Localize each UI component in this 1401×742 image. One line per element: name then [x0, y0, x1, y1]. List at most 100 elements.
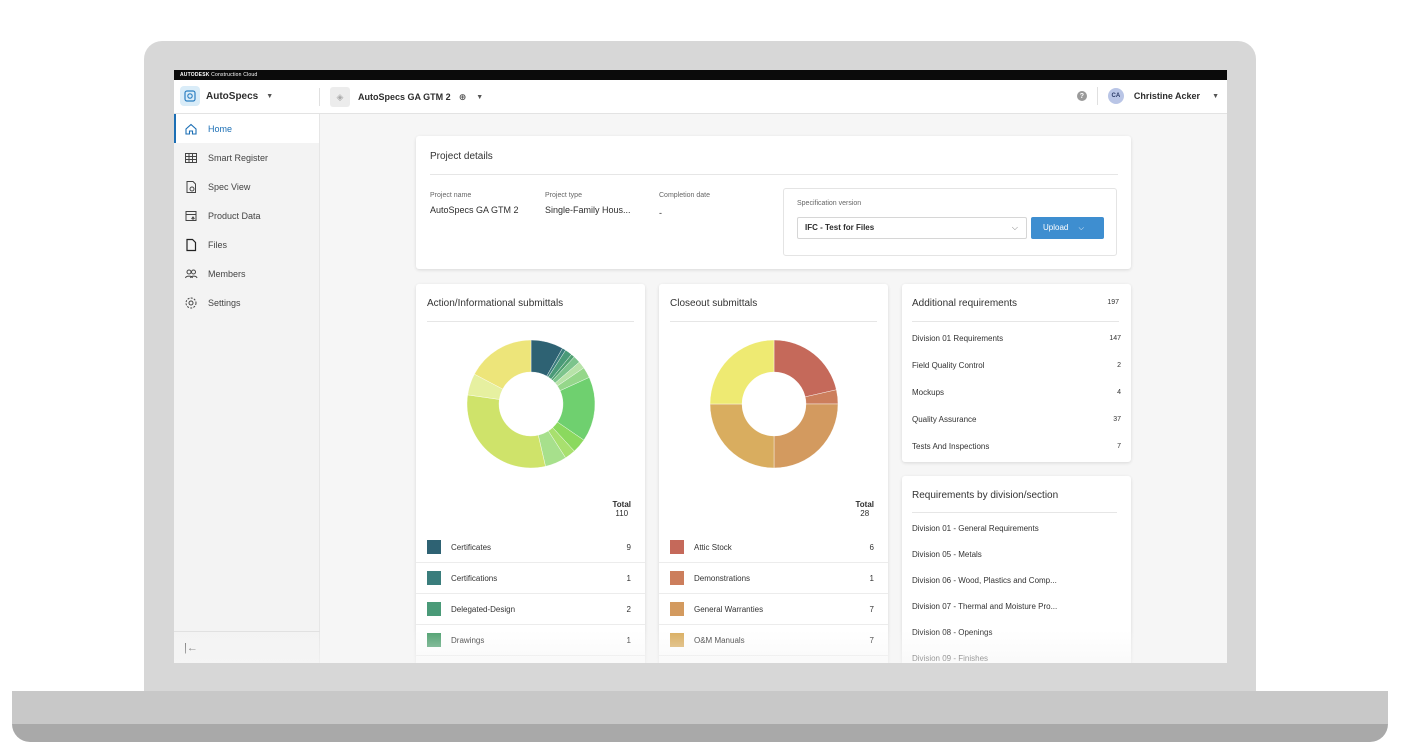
donut-slice-attic-stock[interactable]	[773, 339, 837, 398]
sidebar-item-smart-register[interactable]: Smart Register	[174, 143, 319, 172]
legend-item[interactable]: Drawings 1	[416, 625, 645, 656]
project-name: AutoSpecs GA GTM 2	[358, 92, 451, 102]
sidebar-item-product-data[interactable]: Product Data	[174, 201, 319, 230]
list-item-label: Quality Assurance	[912, 415, 977, 424]
chevron-down-icon[interactable]: ▼	[1212, 92, 1219, 100]
sidebar-item-label: Home	[208, 123, 233, 134]
legend-item[interactable]: Demonstrations 1	[659, 563, 888, 594]
brand-logo-light: Construction Cloud	[211, 72, 258, 78]
sidebar-item-settings[interactable]: Settings	[174, 288, 319, 317]
list-item[interactable]: Field Quality Control 2	[912, 352, 1121, 379]
project-details-title: Project details	[430, 151, 493, 162]
legend-count: 9	[626, 542, 631, 552]
legend-label: Delegated-Design	[451, 604, 516, 614]
legend-swatch	[427, 602, 441, 616]
donut-slice-other[interactable]	[709, 339, 775, 405]
topbar-divider	[319, 88, 320, 106]
list-item[interactable]: Tests And Inspections 7	[912, 433, 1121, 460]
legend-swatch	[670, 540, 684, 554]
project-switcher[interactable]: ◈ AutoSpecs GA GTM 2 ⊕ ▼	[330, 87, 483, 107]
collapse-sidebar-button[interactable]: |←	[174, 631, 320, 663]
topbar-separator	[1096, 87, 1098, 105]
upload-button[interactable]: Upload ⌵	[1031, 217, 1104, 239]
app-switcher[interactable]: AutoSpecs ▼	[180, 86, 273, 106]
legend-item[interactable]: General Warranties 7	[659, 594, 888, 625]
donut-slice-other-8[interactable]	[466, 394, 546, 469]
specification-version-select[interactable]: IFC - Test for Files ⌵	[797, 217, 1027, 239]
legend-item[interactable]: Delegated-Design 2	[416, 594, 645, 625]
donut-slice-general-warranties[interactable]	[773, 403, 839, 469]
laptop-base-edge	[12, 724, 1388, 742]
list-item-label: Division 01 Requirements	[912, 334, 1004, 343]
app-screen: AUTODESK Construction Cloud AutoSpecs ▼ …	[174, 70, 1227, 663]
total-label: Total	[612, 500, 631, 509]
legend-item[interactable]: O&M Manuals 7	[659, 625, 888, 656]
list-item[interactable]: Division 01 Requirements 147	[912, 325, 1121, 352]
action-submittals-title: Action/Informational submittals	[427, 298, 564, 309]
list-item[interactable]: Mockups 4	[912, 379, 1121, 406]
legend-label: Attic Stock	[694, 542, 732, 552]
requirements-by-division-card: Requirements by division/section Divisio…	[902, 476, 1131, 663]
list-item-count: 4	[1117, 389, 1121, 396]
autospecs-icon	[180, 86, 200, 106]
requirements-by-division-list: Division 01 - General Requirements Divis…	[912, 515, 1121, 663]
brand-logo-bold: AUTODESK	[180, 72, 210, 78]
divider	[912, 321, 1119, 322]
sidebar-item-files[interactable]: Files	[174, 230, 319, 259]
legend-count: 1	[869, 573, 874, 583]
sidebar-item-home[interactable]: Home	[174, 114, 319, 143]
legend-swatch	[427, 540, 441, 554]
project-type-label: Project type	[545, 192, 582, 199]
closeout-submittals-legend: Attic Stock 6 Demonstrations 1 General W…	[659, 532, 888, 656]
legend-count: 6	[869, 542, 874, 552]
sidebar-item-label: Files	[208, 239, 228, 250]
legend-label: Certificates	[451, 542, 492, 552]
sidebar-item-spec-view[interactable]: Spec View	[174, 172, 319, 201]
avatar[interactable]: CA	[1107, 88, 1124, 104]
list-item[interactable]: Quality Assurance 37	[912, 406, 1121, 433]
help-icon[interactable]: ?	[1076, 91, 1087, 101]
list-item[interactable]: Division 08 - Openings	[912, 627, 993, 637]
legend-item[interactable]: Certificates 9	[416, 532, 645, 563]
project-type-value: Single-Family Hous...	[545, 205, 631, 215]
action-submittals-card: Action/Informational submittals Total 11…	[416, 284, 645, 663]
gear-icon	[184, 296, 198, 310]
user-name[interactable]: Christine Acker	[1133, 91, 1201, 101]
legend-count: 1	[626, 573, 631, 583]
sidebar: Home Smart Register Spec View Product Da…	[174, 114, 320, 663]
members-icon	[184, 267, 198, 281]
globe-icon: ⊕	[458, 91, 467, 102]
list-item[interactable]: Division 05 - Metals	[912, 549, 982, 559]
action-submittals-total: Total 110	[612, 500, 631, 518]
legend-count: 7	[869, 604, 874, 614]
sidebar-item-label: Settings	[208, 297, 241, 308]
list-item[interactable]: Division 09 - Finishes	[912, 653, 989, 663]
list-item-label: Field Quality Control	[912, 361, 985, 370]
additional-requirements-list: Division 01 Requirements 147 Field Qualit…	[912, 325, 1121, 460]
app-name: AutoSpecs	[206, 90, 259, 102]
project-thumbnail-icon: ◈	[330, 87, 350, 107]
home-icon	[184, 122, 198, 136]
sidebar-item-label: Spec View	[208, 181, 251, 192]
table-icon	[184, 151, 198, 165]
legend-item[interactable]: Attic Stock 6	[659, 532, 888, 563]
legend-count: 2	[626, 604, 631, 614]
legend-item[interactable]: Certifications 1	[416, 563, 645, 594]
list-item[interactable]: Division 06 - Wood, Plastics and Comp...	[912, 575, 1057, 585]
completion-date-label: Completion date	[659, 192, 710, 199]
additional-requirements-total: 197	[1107, 299, 1119, 306]
sidebar-item-label: Smart Register	[208, 152, 269, 163]
list-item[interactable]: Division 07 - Thermal and Moisture Pro..…	[912, 601, 1058, 611]
upload-button-label: Upload	[1043, 223, 1069, 232]
legend-label: Certifications	[451, 573, 498, 583]
additional-requirements-title: Additional requirements	[912, 298, 1018, 309]
chevron-down-icon: ⌵	[1078, 225, 1084, 232]
product-data-icon	[184, 209, 198, 223]
legend-count: 7	[869, 635, 874, 645]
donut-slice-o-m-manuals[interactable]	[709, 403, 775, 469]
total-label: Total	[855, 500, 874, 509]
sidebar-item-members[interactable]: Members	[174, 259, 319, 288]
donut-slice-other-10[interactable]	[474, 339, 532, 390]
list-item[interactable]: Division 01 - General Requirements	[912, 523, 1039, 533]
list-item-count: 147	[1109, 335, 1121, 342]
